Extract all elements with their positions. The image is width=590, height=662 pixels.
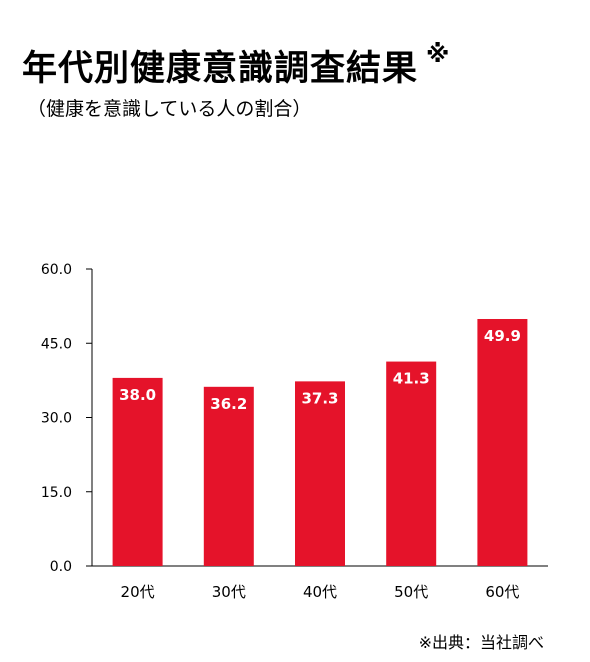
y-tick-label: 30.0 <box>41 411 72 427</box>
bar-60代 <box>477 318 528 566</box>
x-tick-label: 30代 <box>212 583 246 601</box>
bar-40代 <box>295 381 345 566</box>
y-tick-label: 15.0 <box>41 485 72 501</box>
bar-20代 <box>112 377 163 566</box>
y-tick-label: 0.0 <box>50 559 72 575</box>
bar-value-label: 49.9 <box>484 327 521 345</box>
title-note-mark: ※ <box>426 40 451 68</box>
chart-title: 年代別健康意識調査結果 ※ <box>22 40 450 91</box>
bar-value-label: 41.3 <box>393 370 430 388</box>
y-tick-label: 45.0 <box>41 336 72 352</box>
bar-30代 <box>203 386 254 566</box>
chart-title-text: 年代別健康意識調査結果 <box>22 49 419 89</box>
source-note: ※出典：当社調べ <box>418 633 544 652</box>
bar-value-label: 36.2 <box>210 395 247 413</box>
y-tick-label: 60.0 <box>41 262 72 278</box>
bar-value-label: 38.0 <box>119 386 156 404</box>
bar-value-label: 37.3 <box>301 389 338 407</box>
bar-50代 <box>386 361 437 566</box>
x-tick-label: 60代 <box>485 583 519 601</box>
x-tick-label: 50代 <box>394 583 428 601</box>
chart-subtitle: （健康を意識している人の割合） <box>27 98 312 120</box>
x-tick-label: 40代 <box>303 583 337 601</box>
x-tick-label: 20代 <box>121 583 155 601</box>
